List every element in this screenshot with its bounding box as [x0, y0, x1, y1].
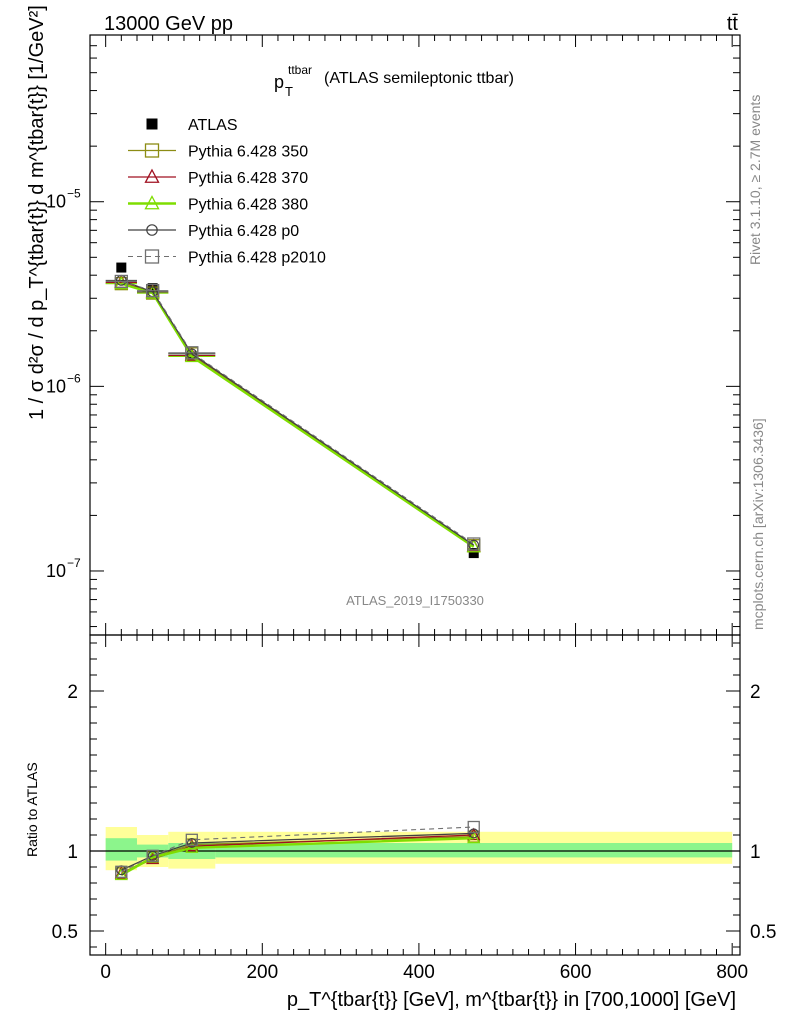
ratio-point-p0 [186, 837, 197, 848]
legend-label: Pythia 6.428 370 [188, 170, 308, 187]
legend: ATLAS Pythia 6.428 350 Pythia 6.428 370 Pyt… [128, 117, 326, 267]
ratio-point-p0 [147, 850, 158, 861]
ratio-point-p370 [467, 827, 481, 841]
title-sub: T [285, 84, 293, 99]
ratio-point-p2010 [467, 820, 480, 834]
x-axis-label: p_T^{tbar{t}} [GeV], m^{tbar{t}} in [700… [287, 989, 736, 1011]
y-tick-exponent: −7 [67, 556, 81, 570]
ratio-line-p380 [120, 837, 474, 877]
ratio-frame [89, 634, 741, 956]
ratio-point-p2010 [115, 865, 128, 878]
ratio-series [114, 820, 481, 881]
legend-marker-p350 [144, 143, 160, 158]
point-atlas [147, 283, 158, 294]
rivet-label: Rivet 3.1.10, ≥ 2.7M events [747, 95, 763, 265]
ratio-y-tick-label-right: 1 [750, 842, 761, 863]
title-rest: (ATLAS semileptonic ttbar) [324, 70, 514, 87]
series-line-p370 [121, 281, 475, 547]
ratio-y-tick-label-right: 2 [750, 682, 761, 703]
point-p2010 [467, 537, 481, 551]
main-ylabel-text: 1 / σ d²σ / d p_T^{tbar{t}} d m^{tbar{t}… [26, 5, 48, 420]
series-line-p0 [121, 279, 475, 546]
ratio-ylabel: Ratio to ATLAS [24, 762, 40, 857]
legend-marker-p380 [144, 195, 160, 210]
band-inner [105, 838, 137, 861]
legend-label: Pythia 6.428 p0 [188, 223, 299, 240]
ratio-y-tick-label: 2 [67, 682, 78, 703]
point-p2010 [146, 283, 160, 298]
band-inner [215, 843, 733, 858]
x-tick-label: 200 [246, 962, 278, 983]
series-line-p380 [120, 282, 475, 548]
x-tick-label: 0 [100, 962, 111, 983]
legend-label: Pythia 6.428 p2010 [188, 250, 326, 267]
point-atlas [116, 262, 127, 273]
plot-title: p T ttbar (ATLAS semileptonic ttbar) [274, 63, 514, 99]
legend-marker-p0 [146, 224, 158, 236]
y-tick-label: 10 [46, 192, 66, 212]
x-tick-label: 400 [403, 962, 435, 983]
series-line-p350 [121, 283, 475, 547]
x-tick-label: 800 [716, 962, 748, 983]
ratio-point-p2010 [185, 833, 198, 846]
y-tick-label: 10 [46, 561, 66, 581]
ratio-y-tick-label: 1 [67, 842, 78, 863]
analysis-watermark: ATLAS_2019_I1750330 [346, 593, 484, 608]
point-p380 [466, 539, 481, 553]
header-left: 13000 GeV pp [104, 13, 233, 35]
title-p: p [274, 72, 284, 92]
legend-marker-atlas [146, 118, 158, 130]
point-p2010 [114, 274, 128, 289]
legend-label: Pythia 6.428 380 [188, 197, 308, 214]
main-series [105, 262, 481, 559]
ratio-line-p0 [121, 832, 474, 871]
header-right: tt̄ [727, 13, 739, 35]
ratio-point-p0 [468, 828, 479, 839]
point-atlas [468, 548, 479, 559]
y-tick-label: 10 [46, 376, 66, 396]
legend-marker-p2010 [144, 249, 160, 264]
point-p2010 [185, 346, 199, 360]
ratio-y-tick-label: 0.5 [52, 922, 78, 943]
legend-label: Pythia 6.428 350 [188, 144, 308, 161]
main-ylabel: 1 / σ d²σ / d p_T^{tbar{t}} d m^{tbar{t}… [26, 5, 48, 420]
mcplots-label: mcplots.cern.ch [arXiv:1306.3436] [750, 418, 766, 630]
legend-marker-p370 [144, 168, 160, 183]
ratio-point-p2010 [146, 849, 159, 862]
y-tick-exponent: −5 [67, 187, 81, 201]
y-tick-exponent: −6 [67, 371, 81, 385]
ratio-y-tick-label-right: 0.5 [750, 922, 776, 943]
x-tick-label: 600 [560, 962, 592, 983]
ratio-line-p2010 [121, 826, 474, 873]
title-sup: ttbar [288, 63, 312, 77]
legend-label: ATLAS [188, 117, 238, 134]
series-line-p2010 [121, 280, 475, 545]
